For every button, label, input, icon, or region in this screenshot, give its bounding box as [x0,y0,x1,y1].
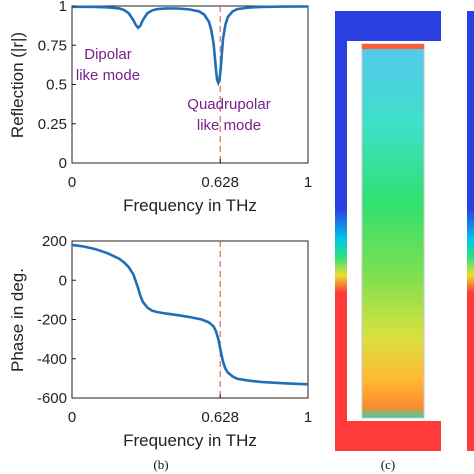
y-tick-label: -400 [37,351,67,368]
field-map-frame-bottom [335,421,441,451]
y-tick-label: -200 [37,312,67,329]
phase-chart: 200 0 -200 -400 -600 0 0.628 1 Phase in deg. F… [8,233,312,450]
y-tick-label: 0 [59,155,67,172]
y-tick-label: 200 [42,233,67,250]
x-tick-label: 1 [304,409,312,426]
y-tick-label: -600 [37,390,67,407]
field-map-resonator [361,43,425,419]
y-tick-label: 0.75 [38,37,67,54]
panel-label-c: (c) [381,457,395,472]
y-tick-label: 0 [59,272,67,289]
field-map-resonator-cap [362,44,424,49]
phase-series-line [71,243,309,386]
reflection-plot-frame [71,5,309,164]
annotation-dipolar-line2: like mode [76,67,140,84]
field-map-gap-top [347,41,441,44]
phase-y-label: Phase in deg. [8,268,27,372]
phase-plot-frame [71,240,309,399]
annotation-quadrupolar-line1: Quadrupolar [187,96,270,113]
x-tick-label: 0 [68,174,76,191]
annotation-quadrupolar-line2: like mode [197,117,261,134]
annotation-dipolar-line1: Dipolar [84,46,132,63]
x-tick-label: 0.628 [201,174,239,191]
reflection-x-ticks: 0 0.628 1 [68,159,312,191]
x-tick-label: 0.628 [201,409,239,426]
reflection-y-label: Reflection (|r|) [8,32,27,138]
reflection-x-label: Frequency in THz [123,196,257,215]
phase-y-ticks: 200 0 -200 -400 -600 [37,233,76,407]
reflection-chart: 0 0.25 0.5 0.75 1 0 0.628 1 Reflection (|r|) F… [8,0,312,215]
y-tick-label: 1 [59,0,67,15]
reflection-series-line [72,5,309,87]
phase-x-ticks: 0 0.628 1 [68,394,312,426]
field-map-frame-side [335,11,347,451]
y-tick-label: 0.5 [46,77,67,94]
reflection-y-ticks: 0 0.25 0.5 0.75 1 [38,0,76,172]
panel-label-b: (b) [153,457,168,472]
field-map-right-strip [467,11,474,451]
phase-x-label: Frequency in THz [123,431,257,450]
field-map [335,11,474,451]
field-map-frame-top [335,11,441,41]
x-tick-label: 0 [68,409,76,426]
x-tick-label: 1 [304,174,312,191]
y-tick-label: 0.25 [38,116,67,133]
